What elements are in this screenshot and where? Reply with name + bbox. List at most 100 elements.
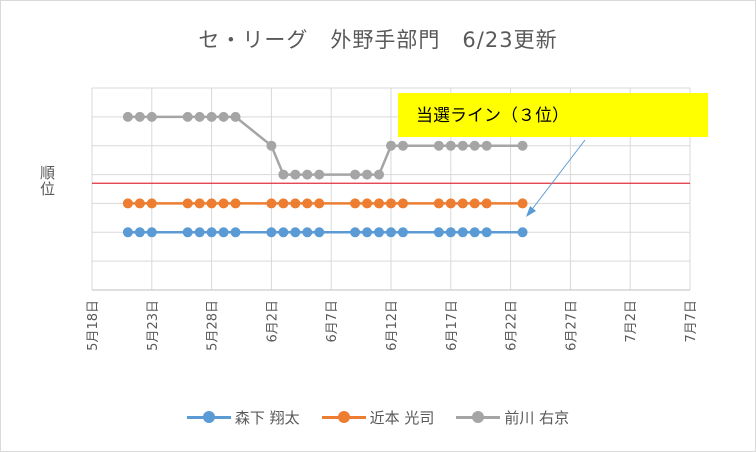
series-point — [182, 227, 193, 238]
series-point — [278, 227, 289, 238]
series-point — [314, 227, 325, 238]
callout-arrow-head — [526, 206, 536, 217]
x-tick-label: 5月28日 — [206, 300, 221, 351]
series-point — [445, 198, 456, 209]
series-point — [433, 227, 444, 238]
legend-label: 近本 光司 — [369, 408, 435, 427]
series-point — [386, 227, 396, 238]
legend-swatch-marker — [337, 411, 350, 423]
y-axis-label: 順位 — [38, 165, 56, 197]
series-point — [218, 111, 229, 122]
series-近本-光司 — [122, 198, 528, 209]
series-point — [481, 140, 492, 151]
series-point — [386, 140, 396, 151]
callout-text: 当選ライン（３位） — [416, 106, 569, 126]
series-point — [122, 227, 133, 238]
legend-swatch — [321, 411, 366, 423]
x-tick-label: 5月23日 — [146, 300, 161, 351]
series-point — [302, 169, 313, 180]
series-point — [194, 227, 205, 238]
series-point — [374, 227, 385, 238]
series-point — [314, 169, 325, 180]
series-point — [374, 169, 385, 180]
series-point — [433, 198, 444, 209]
x-tick-labels: 5月18日 5月23日 5月28日 6月2日 6月7日 6月12日 6月17日 6月22日 6月… — [86, 300, 699, 351]
series-point — [230, 227, 241, 238]
x-tick-label: 6月2日 — [265, 300, 280, 343]
series-point — [218, 198, 229, 209]
series-point — [266, 198, 277, 209]
series-point — [362, 198, 373, 209]
series-point — [290, 169, 301, 180]
series-point — [290, 227, 301, 238]
x-tick-label: 6月27日 — [564, 300, 579, 351]
x-tick-label: 6月17日 — [445, 300, 460, 351]
series-point — [134, 111, 145, 122]
series-point — [397, 140, 408, 151]
series-point — [134, 198, 145, 209]
series-point — [278, 169, 289, 180]
legend-item: 森下 翔太 — [186, 407, 300, 428]
series-point — [445, 140, 456, 151]
series-point — [194, 111, 205, 122]
x-tick-label: 6月12日 — [385, 300, 400, 351]
series-point — [290, 198, 301, 209]
series-point — [517, 140, 528, 151]
series-point — [517, 198, 528, 209]
series-point — [266, 140, 277, 151]
series-point — [230, 198, 241, 209]
series-point — [182, 198, 193, 209]
legend-item: 前川 右京 — [456, 407, 569, 428]
callout-arrow-line — [529, 139, 586, 213]
chart-title: セ・リーグ 外野手部門 6/23更新 — [198, 28, 558, 52]
series-森下-翔太 — [122, 227, 528, 238]
series-point — [481, 198, 492, 209]
series-point — [302, 198, 313, 209]
callout-box — [398, 93, 708, 137]
series-point — [206, 227, 217, 238]
x-tick-label: 7月7日 — [684, 300, 699, 343]
series-point — [362, 169, 373, 180]
series-point — [445, 227, 456, 238]
series-point — [469, 227, 480, 238]
x-tick-label: 5月18日 — [86, 300, 101, 351]
series-layer — [122, 111, 528, 238]
series-point — [266, 227, 277, 238]
series-point — [517, 227, 528, 238]
series-前川-右京 — [122, 111, 528, 180]
series-point — [146, 198, 157, 209]
series-point — [386, 198, 396, 209]
series-point — [122, 111, 133, 122]
legend-swatch — [186, 411, 231, 423]
series-point — [302, 227, 313, 238]
series-point — [134, 227, 145, 238]
legend-swatch-marker — [202, 411, 215, 423]
series-point — [350, 198, 361, 209]
threshold-callout: 当選ライン（３位） — [398, 93, 708, 217]
x-tick-label: 6月22日 — [505, 300, 520, 351]
series-point — [374, 198, 385, 209]
series-point — [206, 111, 217, 122]
series-point — [218, 227, 229, 238]
series-point — [433, 140, 444, 151]
series-point — [457, 198, 468, 209]
legend-label: 森下 翔太 — [234, 408, 300, 427]
series-point — [230, 111, 241, 122]
x-tick-label: 6月7日 — [325, 300, 340, 343]
series-point — [206, 198, 217, 209]
legend: 森下 翔太 近本 光司 前川 右京 — [0, 405, 756, 429]
series-point — [146, 227, 157, 238]
series-point — [397, 198, 408, 209]
legend-item: 近本 光司 — [321, 407, 435, 428]
series-point — [457, 227, 468, 238]
series-point — [182, 111, 193, 122]
series-point — [362, 227, 373, 238]
legend-label: 前川 右京 — [504, 408, 570, 427]
series-point — [469, 198, 480, 209]
series-point — [194, 198, 205, 209]
series-point — [397, 227, 408, 238]
series-point — [278, 198, 289, 209]
series-point — [457, 140, 468, 151]
legend-swatch-marker — [472, 411, 485, 423]
